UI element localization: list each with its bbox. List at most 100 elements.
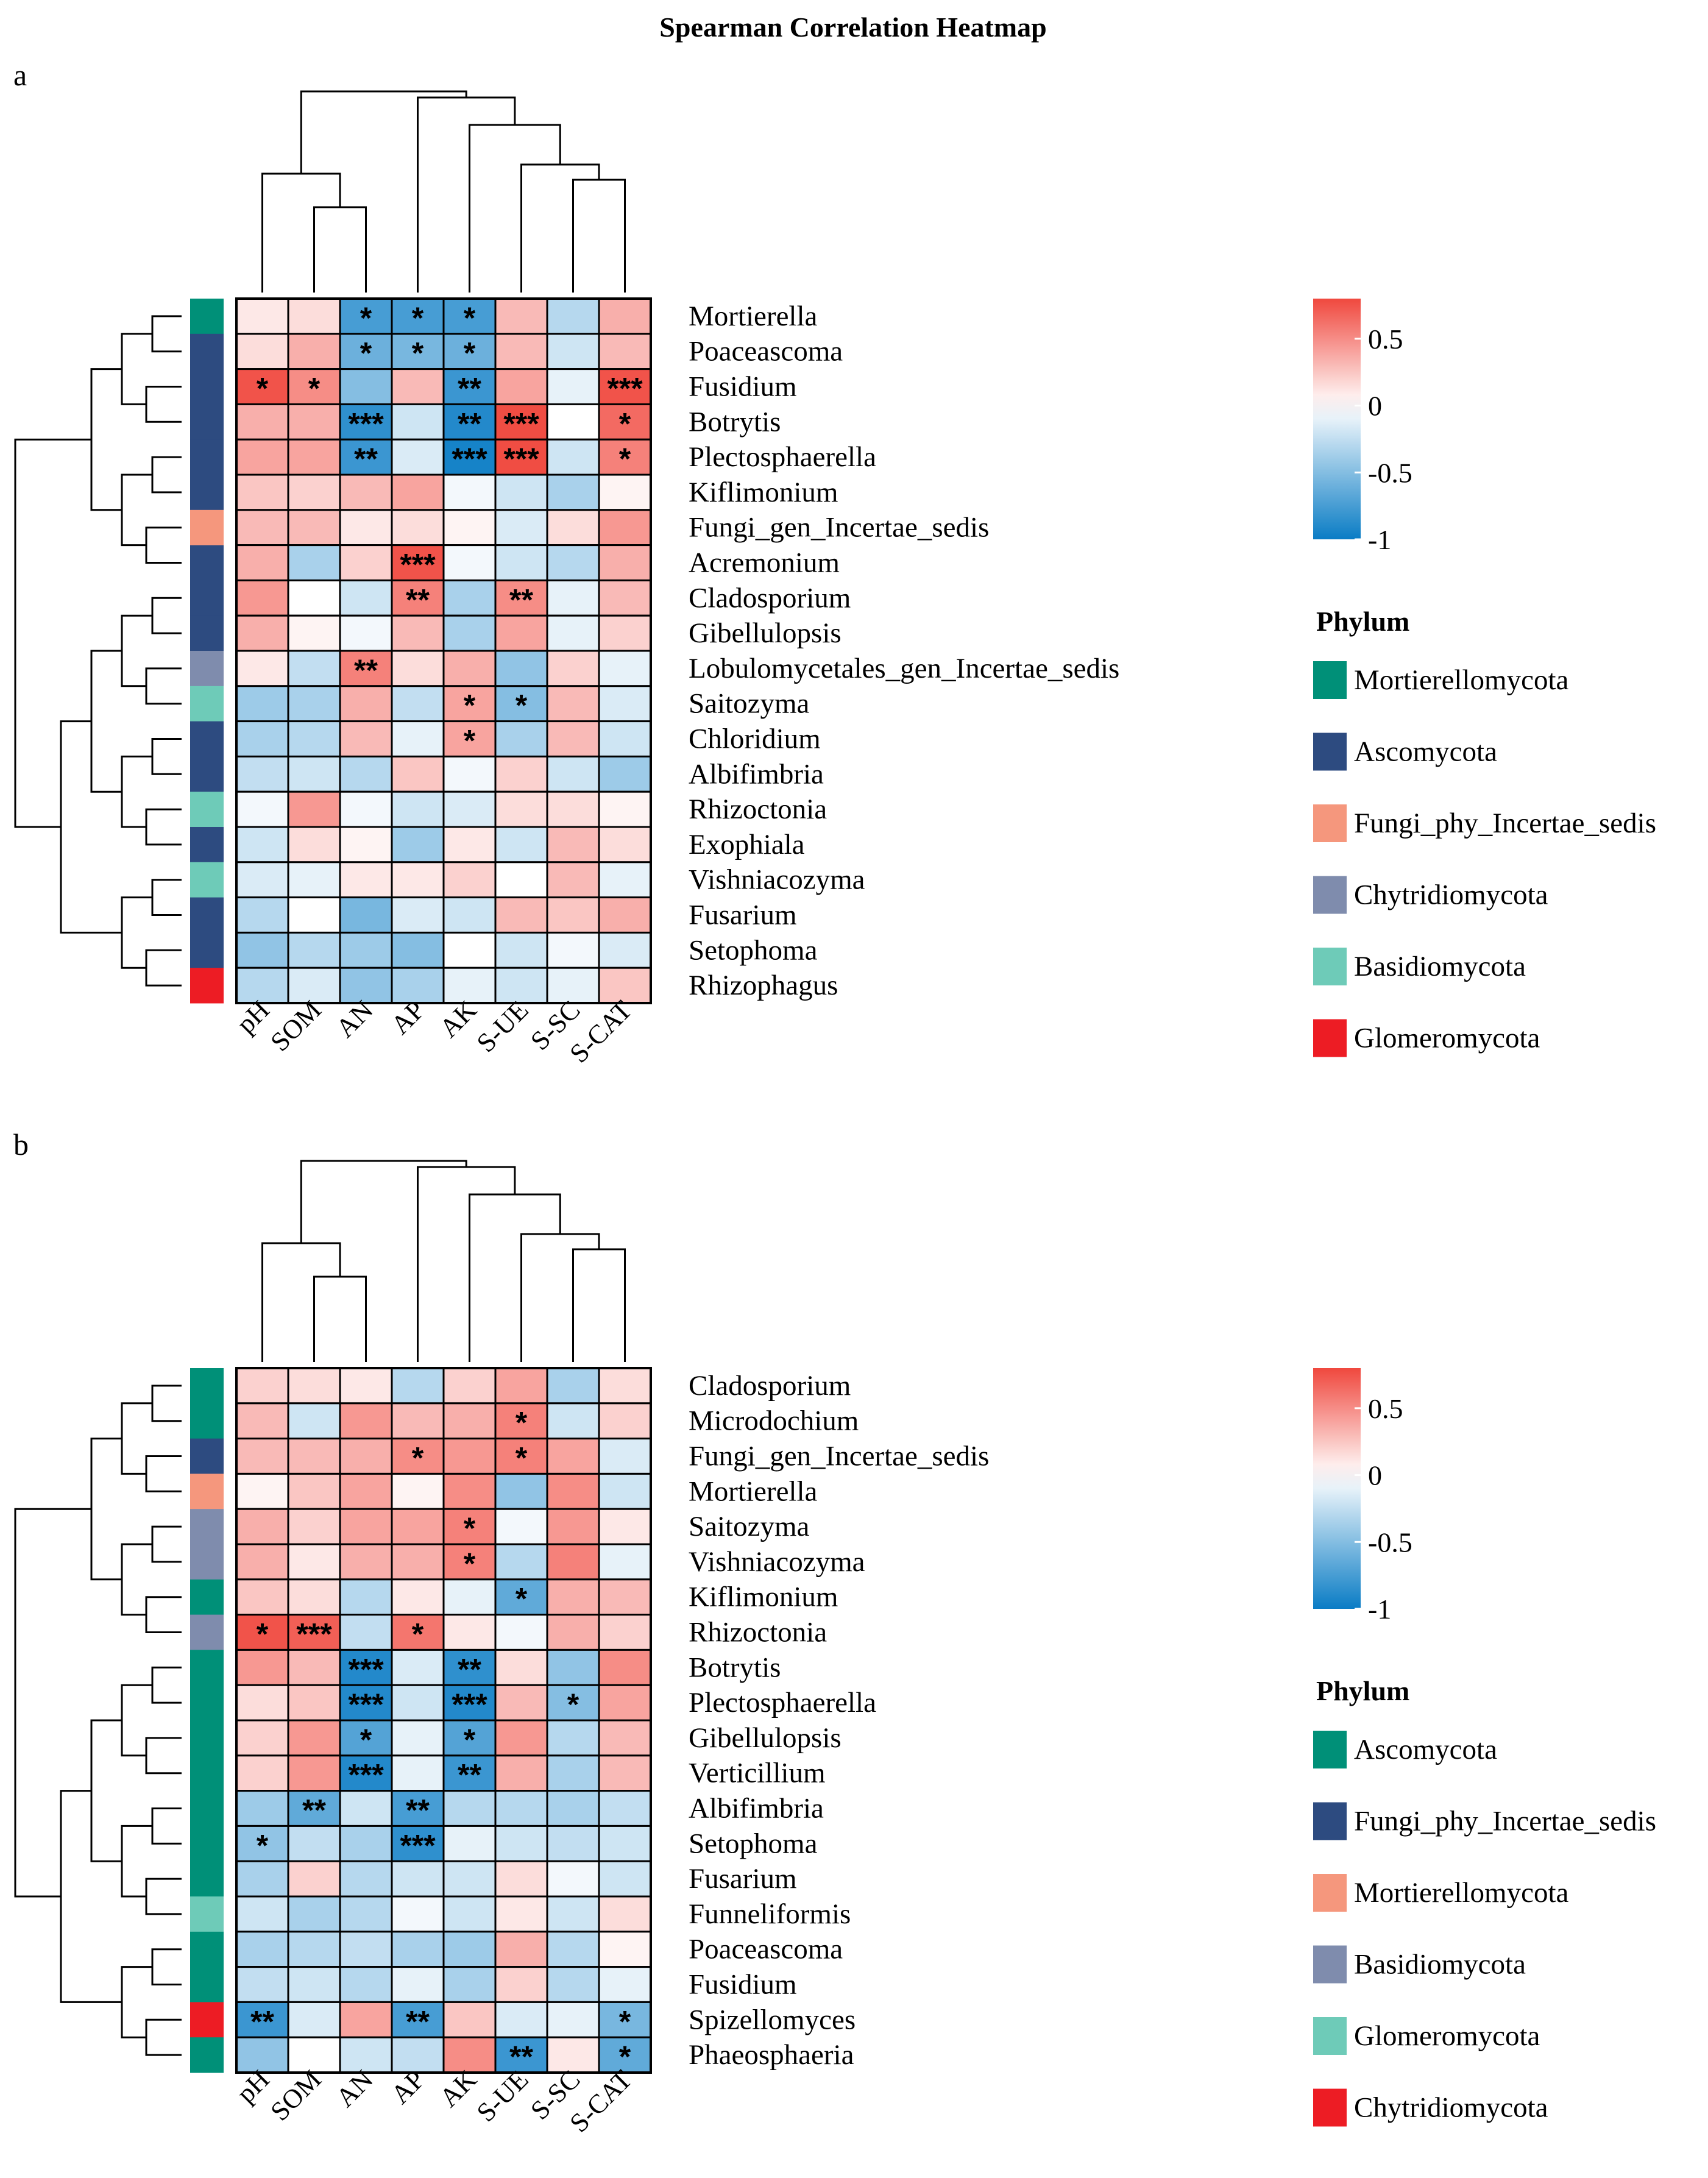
heatmap-cell bbox=[235, 2001, 289, 2038]
heatmap-cell bbox=[442, 1438, 497, 1475]
row-dendrogram bbox=[151, 597, 182, 634]
legend-label: Chytridiomycota bbox=[1354, 879, 1548, 911]
heatmap-cell bbox=[235, 1472, 289, 1510]
significance-mark: * bbox=[464, 1723, 476, 1757]
heatmap-cell bbox=[391, 1402, 445, 1440]
phylum-annotation bbox=[190, 756, 224, 792]
heatmap-cell bbox=[546, 1648, 600, 1686]
heatmap-cell bbox=[494, 368, 548, 405]
heatmap-cell bbox=[287, 2001, 341, 2038]
row-dendrogram bbox=[145, 1737, 182, 1775]
phylum-annotation bbox=[190, 1474, 224, 1509]
row-dendrogram bbox=[121, 474, 152, 547]
significance-mark: * bbox=[516, 1441, 528, 1475]
phylum-annotation bbox=[190, 1509, 224, 1545]
heatmap-cell bbox=[287, 1438, 341, 1475]
heatmap-cell bbox=[598, 931, 652, 969]
row-dendrogram bbox=[145, 1596, 182, 1633]
heatmap-cell bbox=[598, 509, 652, 547]
heatmap-cell bbox=[546, 297, 600, 335]
heatmap-cell bbox=[546, 1402, 600, 1440]
row-label: Funneliformis bbox=[689, 1898, 851, 1930]
heatmap-cell bbox=[442, 474, 497, 511]
significance-mark: * bbox=[464, 1547, 476, 1581]
heatmap-cell bbox=[391, 826, 445, 864]
row-label: Plectosphaerella bbox=[689, 441, 876, 473]
heatmap-cell bbox=[442, 1966, 497, 2003]
phylum-annotation bbox=[190, 932, 224, 968]
heatmap-cell bbox=[546, 1931, 600, 1968]
heatmap-cell bbox=[494, 1367, 548, 1405]
heatmap-cell bbox=[287, 1895, 341, 1933]
legend-title: Phylum bbox=[1316, 1675, 1409, 1706]
heatmap-cell bbox=[442, 1402, 497, 1440]
row-dendrogram bbox=[121, 755, 152, 828]
heatmap-cell bbox=[598, 474, 652, 511]
row-dendrogram bbox=[121, 1684, 152, 1757]
heatmap-cell bbox=[494, 1648, 548, 1686]
row-label: Fusidium bbox=[689, 371, 797, 403]
row-dendrogram bbox=[151, 1948, 182, 1985]
significance-mark: * bbox=[619, 2040, 631, 2074]
heatmap-cell bbox=[494, 438, 548, 476]
row-label: Fusarium bbox=[689, 1863, 797, 1895]
heatmap-cell bbox=[598, 1895, 652, 1933]
heatmap-cell bbox=[442, 896, 497, 934]
phylum-annotation bbox=[190, 299, 224, 335]
heatmap-cell bbox=[546, 333, 600, 371]
heatmap-cell bbox=[598, 720, 652, 757]
heatmap-cell bbox=[598, 1578, 652, 1616]
column-dendrogram bbox=[417, 1166, 516, 1362]
heatmap-cell bbox=[494, 1543, 548, 1581]
heatmap-cell bbox=[287, 1719, 341, 1757]
heatmap-cell bbox=[546, 403, 600, 441]
heatmap-cell bbox=[287, 368, 341, 405]
row-label: Albifimbria bbox=[689, 758, 824, 790]
heatmap-cell bbox=[546, 1825, 600, 1862]
colorbar bbox=[1313, 299, 1361, 539]
phylum-annotation bbox=[190, 1720, 224, 1756]
legend-label: Ascomycota bbox=[1354, 1734, 1497, 1765]
heatmap-cell bbox=[494, 720, 548, 757]
heatmap-cell bbox=[235, 896, 289, 934]
heatmap-cell bbox=[442, 2001, 497, 2038]
phylum-annotation bbox=[190, 1368, 224, 1404]
row-dendrogram bbox=[145, 527, 182, 564]
heatmap-cell bbox=[494, 1508, 548, 1545]
row-dendrogram bbox=[121, 614, 152, 687]
heatmap-cell bbox=[339, 1438, 393, 1475]
significance-mark: * bbox=[360, 1723, 372, 1757]
heatmap-cell bbox=[546, 790, 600, 828]
significance-mark: * bbox=[567, 1687, 579, 1722]
heatmap-cell bbox=[339, 1508, 393, 1545]
legend-swatch bbox=[1313, 1019, 1347, 1057]
heatmap-cell bbox=[391, 509, 445, 547]
heatmap-cell bbox=[235, 438, 289, 476]
heatmap-cell bbox=[546, 1966, 600, 2003]
column-dendrogram bbox=[261, 1242, 341, 1362]
heatmap-cell bbox=[235, 1895, 289, 1933]
heatmap-cell bbox=[546, 509, 600, 547]
colorbar-tick-label: -1 bbox=[1368, 524, 1391, 555]
heatmap-cell bbox=[235, 720, 289, 757]
heatmap-cell bbox=[598, 368, 652, 405]
heatmap-cell bbox=[494, 755, 548, 793]
heatmap-cell bbox=[287, 474, 341, 511]
phylum-annotation bbox=[190, 1579, 224, 1616]
phylum-annotation bbox=[190, 1826, 224, 1862]
phylum-annotation bbox=[190, 2002, 224, 2038]
row-dendrogram bbox=[121, 1825, 152, 1898]
phylum-annotation bbox=[190, 1544, 224, 1580]
row-label: Mortierella bbox=[689, 300, 818, 332]
heatmap-cell bbox=[339, 720, 393, 757]
heatmap-cell bbox=[287, 1648, 341, 1686]
heatmap-cell bbox=[287, 1402, 341, 1440]
legend-label: Glomeromycota bbox=[1354, 2020, 1540, 2052]
heatmap-cell bbox=[442, 544, 497, 581]
heatmap-cell bbox=[235, 544, 289, 581]
heatmap-cell bbox=[287, 1966, 341, 2003]
legend-swatch bbox=[1313, 876, 1347, 914]
significance-mark: * bbox=[464, 689, 476, 723]
heatmap-cell bbox=[339, 509, 393, 547]
row-dendrogram bbox=[145, 667, 182, 705]
